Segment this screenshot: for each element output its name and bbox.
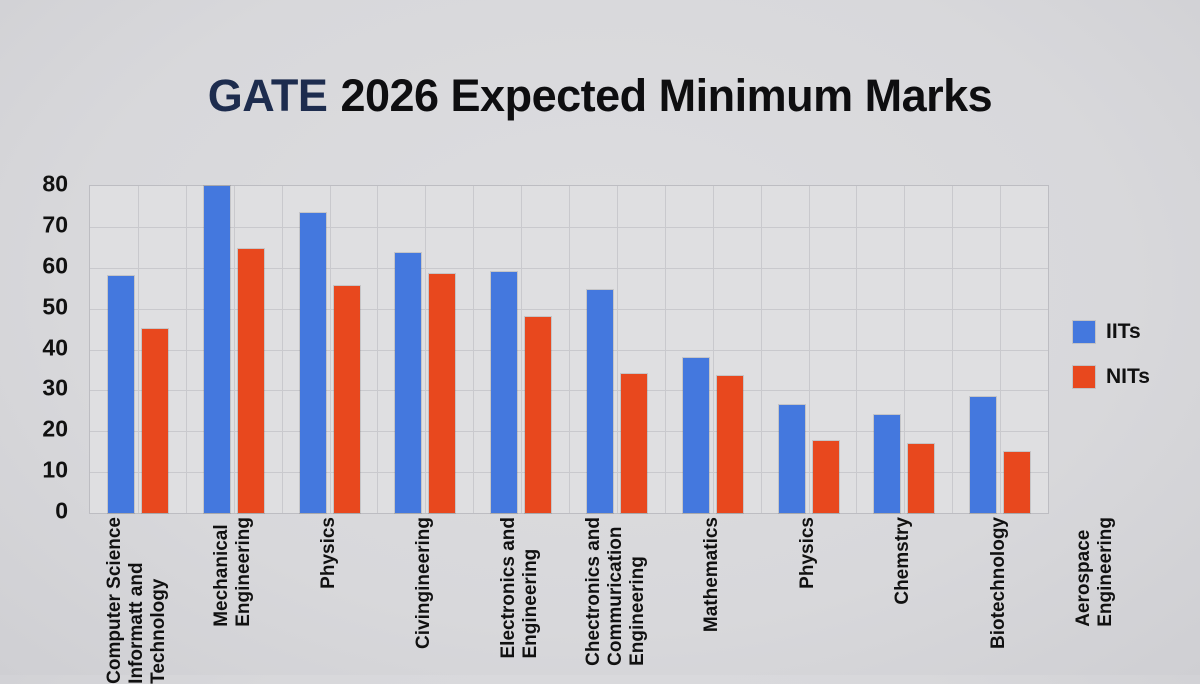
v-gridline: [856, 186, 858, 513]
x-axis-category-label: Civingineering: [413, 517, 435, 649]
v-gridline: [664, 186, 666, 513]
bar-nits-3: [332, 285, 361, 514]
v-gridline: [377, 186, 379, 513]
y-axis-tick-label: 40: [42, 333, 68, 360]
v-gridline: [281, 186, 283, 513]
x-axis-category-label: Chemstry: [892, 517, 914, 605]
legend-row-nits: NITs: [1072, 365, 1150, 389]
bar-iits-1: [106, 274, 135, 515]
chart-title-rest: 2026 Expected Minimum Marks: [340, 70, 993, 121]
y-axis-tick-label: 20: [42, 415, 68, 442]
chart-title: GATE 2026 Expected Minimum Marks: [0, 70, 1200, 122]
v-gridline: [808, 186, 810, 513]
bar-nits-2: [236, 248, 265, 514]
plot-area: [89, 185, 1049, 515]
legend-swatch-nits: [1072, 365, 1096, 389]
bar-nits-4: [428, 272, 457, 515]
bar-iits-10: [969, 395, 998, 515]
v-gridline: [1000, 186, 1002, 513]
x-axis-category-label: Electronics and Engineering: [498, 517, 542, 659]
x-axis-category-label: Physics: [796, 517, 818, 589]
legend-swatch-iits: [1072, 320, 1096, 344]
v-gridline: [712, 186, 714, 513]
y-axis-tick-label: 60: [42, 252, 68, 279]
x-axis-category-label: Mechanical Engineering: [210, 517, 254, 627]
x-axis-category-label: Mathematics: [700, 517, 722, 633]
bar-iits-2: [202, 185, 231, 514]
v-gridline: [952, 186, 954, 513]
bar-iits-8: [777, 403, 806, 515]
y-axis-tick-label: 70: [42, 211, 68, 238]
bar-nits-1: [140, 328, 169, 514]
v-gridline: [329, 186, 331, 513]
v-gridline: [760, 186, 762, 513]
x-axis-category-label: Physics: [317, 517, 339, 589]
bar-nits-5: [524, 315, 553, 515]
bar-nits-10: [1003, 450, 1032, 515]
v-gridline: [569, 186, 570, 513]
bar-iits-6: [585, 289, 614, 514]
v-gridline: [521, 186, 523, 513]
v-gridline: [473, 186, 475, 513]
bar-nits-9: [907, 442, 936, 515]
bar-iits-7: [681, 356, 710, 515]
x-axis-category-label: Aerospace Engineering: [1072, 517, 1116, 627]
v-gridline: [425, 186, 427, 513]
x-axis-category-label: Biotechnology: [988, 517, 1010, 649]
bar-iits-4: [394, 252, 423, 514]
v-gridline: [185, 186, 187, 513]
legend-label-nits: NITs: [1106, 365, 1150, 388]
bar-nits-6: [619, 373, 648, 514]
x-axis-category-label: Chectronics and Commurication Engineerin…: [582, 517, 648, 666]
v-gridline: [137, 186, 139, 513]
y-axis-tick-label: 10: [42, 456, 68, 483]
y-axis-tick-label: 30: [42, 374, 68, 401]
v-gridline: [233, 186, 235, 513]
v-gridline: [904, 186, 906, 513]
y-axis-tick-label: 0: [55, 497, 68, 524]
legend-row-iits: IITs: [1072, 320, 1150, 344]
bar-iits-5: [490, 270, 519, 515]
v-gridline: [616, 186, 618, 513]
y-axis-tick-label: 80: [42, 170, 68, 197]
bar-iits-3: [298, 211, 327, 515]
legend: IITs NITs: [1072, 320, 1150, 410]
bar-nits-7: [715, 375, 744, 514]
bar-nits-8: [811, 440, 840, 514]
y-axis-tick-label: 50: [42, 293, 68, 320]
bar-iits-9: [873, 413, 902, 515]
x-axis-category-label: Computer Science Informatt and Technolog…: [103, 517, 169, 684]
legend-label-iits: IITs: [1106, 320, 1141, 343]
chart-title-brand: GATE: [207, 70, 328, 121]
